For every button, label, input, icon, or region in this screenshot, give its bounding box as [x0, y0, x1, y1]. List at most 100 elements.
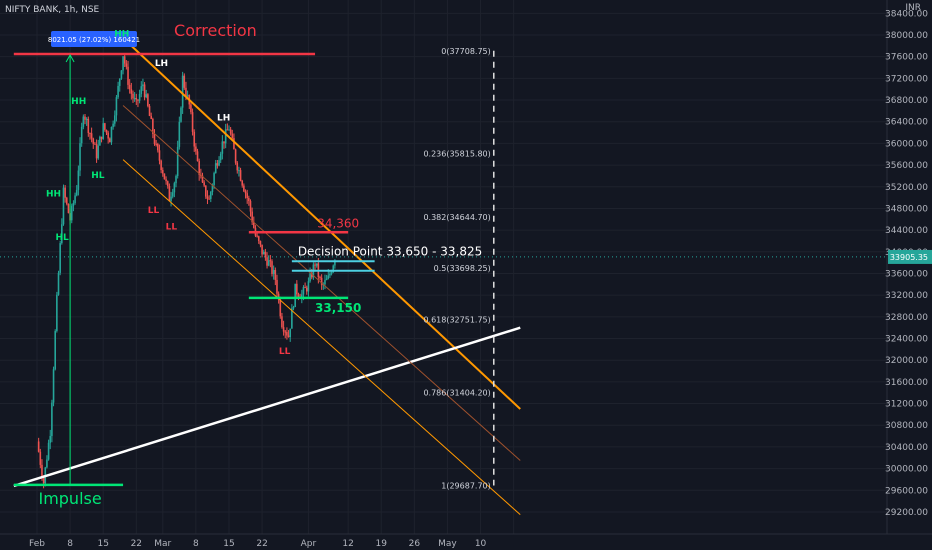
- candle-body: [133, 97, 136, 99]
- candle-body: [155, 143, 157, 145]
- candle-body: [147, 94, 149, 107]
- candle-body: [314, 264, 316, 266]
- candle-body: [253, 222, 255, 228]
- candle-body: [77, 170, 80, 190]
- candle-body: [160, 160, 162, 171]
- price-tick-label: 29200.00: [885, 508, 928, 518]
- price-tick-label: 36000.00: [885, 139, 928, 149]
- candle-body: [221, 141, 224, 154]
- candle-body: [75, 189, 78, 196]
- candle-body: [59, 243, 61, 273]
- candle-body: [279, 299, 282, 317]
- candle-body: [70, 205, 73, 221]
- channel-lower: [122, 159, 521, 516]
- candle-body: [42, 477, 45, 484]
- candle-body: [228, 129, 230, 131]
- time-tick-label: 8: [67, 539, 73, 549]
- candle-body: [191, 112, 194, 132]
- candle-body: [277, 293, 280, 300]
- candle-body: [211, 184, 214, 192]
- time-tick-label: 22: [256, 539, 267, 549]
- candle-body: [87, 118, 90, 134]
- candle-body: [246, 193, 248, 199]
- candle-body: [233, 138, 235, 150]
- candle-body: [138, 93, 141, 101]
- candle-body: [112, 123, 114, 128]
- candle-body: [94, 143, 96, 145]
- candle-body: [72, 203, 75, 206]
- price-tick-label: 29600.00: [885, 486, 928, 496]
- candle-body: [257, 236, 260, 241]
- candle-body: [236, 162, 239, 171]
- price-axis[interactable]: 38400.00 38000.00 37600.00 37200.00 36800.00…: [885, 0, 932, 550]
- candle-body: [47, 442, 50, 460]
- candle-body: [104, 123, 106, 130]
- candle-body: [65, 197, 68, 204]
- candle-body: [97, 145, 100, 159]
- candle-body: [183, 75, 186, 88]
- time-tick-label: 19: [376, 539, 388, 549]
- candle-body: [145, 94, 148, 98]
- candle-body: [180, 107, 182, 122]
- candle-body: [74, 195, 76, 204]
- candle-body: [297, 294, 300, 297]
- decision-point-label: Decision Point 33,650 - 33,825: [298, 244, 482, 258]
- fib-level-label: 0.382(34644.70): [423, 213, 490, 222]
- candle-body: [80, 126, 83, 144]
- price-tick-label: 30000.00: [885, 465, 928, 475]
- candle-body: [206, 196, 209, 199]
- candlestick-series: [37, 53, 336, 489]
- candle-body: [325, 278, 328, 280]
- swing-label-hl: HL: [56, 233, 70, 243]
- time-tick-label: 8: [193, 539, 199, 549]
- candle-body: [125, 63, 128, 67]
- candle-body: [332, 265, 335, 273]
- candle-body: [205, 185, 207, 197]
- price-tick-label: 35200.00: [885, 183, 928, 193]
- candle-body: [137, 99, 139, 101]
- candle-body: [256, 235, 258, 237]
- candle-body: [271, 261, 273, 275]
- candle-body: [130, 89, 133, 94]
- time-axis[interactable]: Feb 8 15 22 Mar 8 15 22 Apr 12 19 26 May 10: [0, 533, 932, 550]
- candle-body: [239, 170, 242, 181]
- channel-middle: [122, 105, 521, 461]
- swing-label-hh: HH: [114, 29, 129, 39]
- candle-body: [319, 277, 321, 279]
- candle-body: [128, 84, 131, 90]
- time-tick-label: May: [438, 539, 457, 549]
- candle-body: [102, 123, 104, 139]
- candle-body: [243, 185, 245, 192]
- candle-body: [115, 97, 118, 116]
- candle-body: [289, 328, 292, 338]
- candle-body: [163, 173, 166, 180]
- currency-label: INR: [905, 3, 921, 13]
- candle-body: [195, 146, 197, 152]
- candle-body: [305, 287, 308, 292]
- candle-body: [190, 104, 192, 113]
- candle-body: [262, 251, 265, 255]
- candle-body: [310, 273, 313, 278]
- last-price-badge: [888, 249, 932, 264]
- candle-body: [327, 275, 330, 279]
- candle-body: [84, 116, 86, 120]
- candle-body: [171, 192, 174, 197]
- candle-body: [166, 181, 169, 187]
- candle-body: [176, 146, 179, 177]
- candle-body: [52, 369, 55, 403]
- price-tick-label: 32000.00: [885, 356, 928, 366]
- impulse-label: Impulse: [38, 489, 101, 508]
- swing-label-ll: LL: [148, 206, 160, 216]
- last-price-label: 33905.35: [890, 253, 928, 262]
- fib-level-label: 0.786(31404.20): [423, 388, 490, 397]
- candle-body: [324, 279, 326, 285]
- candle-body: [51, 402, 53, 437]
- candle-body: [123, 56, 126, 64]
- time-tick-label: Feb: [29, 539, 45, 549]
- grid-lines: [0, 0, 887, 534]
- fib-level-label: 0(37708.75): [441, 47, 491, 56]
- candle-body: [329, 273, 331, 276]
- candle-body: [231, 133, 234, 139]
- candle-body: [113, 115, 116, 124]
